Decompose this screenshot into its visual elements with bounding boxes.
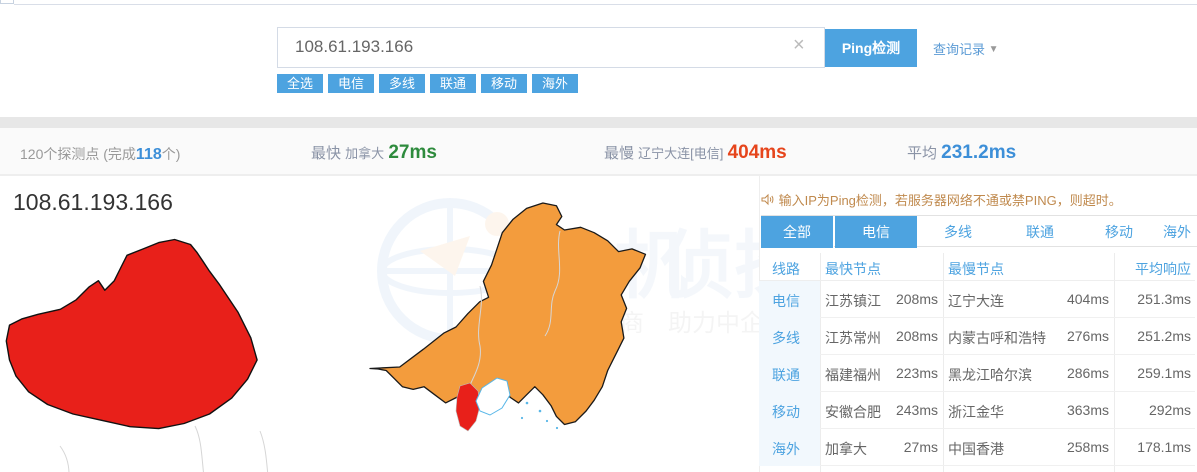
- svg-text:侦探: 侦探: [660, 224, 759, 307]
